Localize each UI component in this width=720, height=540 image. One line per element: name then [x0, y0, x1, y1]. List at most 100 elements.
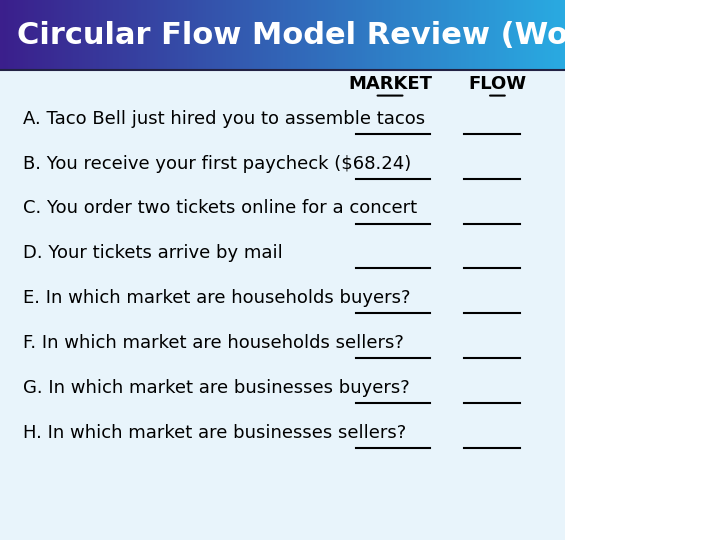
Bar	[220, 0, 223, 70]
Bar	[62, 0, 65, 70]
Bar	[3, 0, 6, 70]
Bar	[500, 0, 503, 70]
Bar	[79, 0, 82, 70]
Bar	[0, 0, 3, 70]
Bar	[294, 0, 297, 70]
Bar	[534, 0, 537, 70]
Bar	[477, 0, 480, 70]
Bar	[91, 0, 94, 70]
Bar	[554, 0, 557, 70]
Bar	[480, 0, 483, 70]
Bar	[85, 0, 88, 70]
Bar	[492, 0, 495, 70]
Bar	[373, 0, 376, 70]
Bar	[178, 0, 181, 70]
Bar	[127, 0, 130, 70]
Bar	[398, 0, 401, 70]
Bar	[531, 0, 534, 70]
Bar	[297, 0, 300, 70]
Bar	[65, 0, 68, 70]
Bar	[82, 0, 85, 70]
Bar	[528, 0, 531, 70]
Bar	[384, 0, 387, 70]
Bar	[229, 0, 232, 70]
Bar	[170, 0, 172, 70]
Bar	[14, 0, 17, 70]
Bar	[57, 0, 59, 70]
Bar	[404, 0, 407, 70]
Bar	[189, 0, 192, 70]
Bar	[418, 0, 421, 70]
Bar	[107, 0, 110, 70]
Bar	[526, 0, 528, 70]
Bar	[452, 0, 455, 70]
Bar	[19, 0, 22, 70]
Bar	[559, 0, 562, 70]
Bar	[147, 0, 150, 70]
Bar	[59, 0, 62, 70]
Bar	[257, 0, 260, 70]
Bar	[271, 0, 274, 70]
Bar	[495, 0, 498, 70]
Bar	[164, 0, 167, 70]
Bar	[446, 0, 449, 70]
Bar	[40, 0, 42, 70]
Bar	[449, 0, 452, 70]
Bar	[361, 0, 364, 70]
Bar	[204, 0, 207, 70]
Bar	[122, 0, 125, 70]
Bar	[73, 0, 76, 70]
Bar	[12, 0, 14, 70]
Text: Circular Flow Model Review (Worksheet): Circular Flow Model Review (Worksheet)	[17, 21, 713, 50]
Bar	[421, 0, 424, 70]
Bar	[269, 0, 271, 70]
Bar	[34, 0, 37, 70]
Bar	[156, 0, 158, 70]
Bar	[217, 0, 220, 70]
Bar	[119, 0, 122, 70]
Bar	[125, 0, 127, 70]
Bar	[415, 0, 418, 70]
Bar	[308, 0, 311, 70]
Bar	[130, 0, 132, 70]
Bar	[345, 0, 348, 70]
Bar	[226, 0, 229, 70]
Bar	[42, 0, 45, 70]
Bar	[302, 0, 305, 70]
Text: E. In which market are households buyers?: E. In which market are households buyers…	[22, 289, 410, 307]
Bar	[320, 0, 322, 70]
Bar	[328, 0, 330, 70]
Bar	[240, 0, 243, 70]
Bar	[464, 0, 467, 70]
Text: B. You receive your first paycheck ($68.24): B. You receive your first paycheck ($68.…	[22, 154, 411, 173]
Bar	[387, 0, 390, 70]
Bar	[430, 0, 433, 70]
Bar	[0, 70, 565, 540]
Bar	[68, 0, 71, 70]
Bar	[223, 0, 226, 70]
Bar	[474, 0, 477, 70]
Bar	[48, 0, 51, 70]
Bar	[379, 0, 382, 70]
Bar	[441, 0, 444, 70]
Bar	[322, 0, 325, 70]
Bar	[207, 0, 209, 70]
Text: MARKET: MARKET	[348, 75, 432, 93]
Bar	[283, 0, 285, 70]
Bar	[438, 0, 441, 70]
Bar	[354, 0, 356, 70]
Text: C. You order two tickets online for a concert: C. You order two tickets online for a co…	[22, 199, 417, 218]
Bar	[376, 0, 379, 70]
Bar	[410, 0, 413, 70]
Bar	[336, 0, 339, 70]
Bar	[285, 0, 288, 70]
Bar	[113, 0, 116, 70]
Bar	[94, 0, 96, 70]
Bar	[455, 0, 458, 70]
Bar	[370, 0, 373, 70]
Bar	[110, 0, 113, 70]
Bar	[144, 0, 147, 70]
Bar	[461, 0, 464, 70]
Bar	[235, 0, 238, 70]
Bar	[9, 0, 12, 70]
